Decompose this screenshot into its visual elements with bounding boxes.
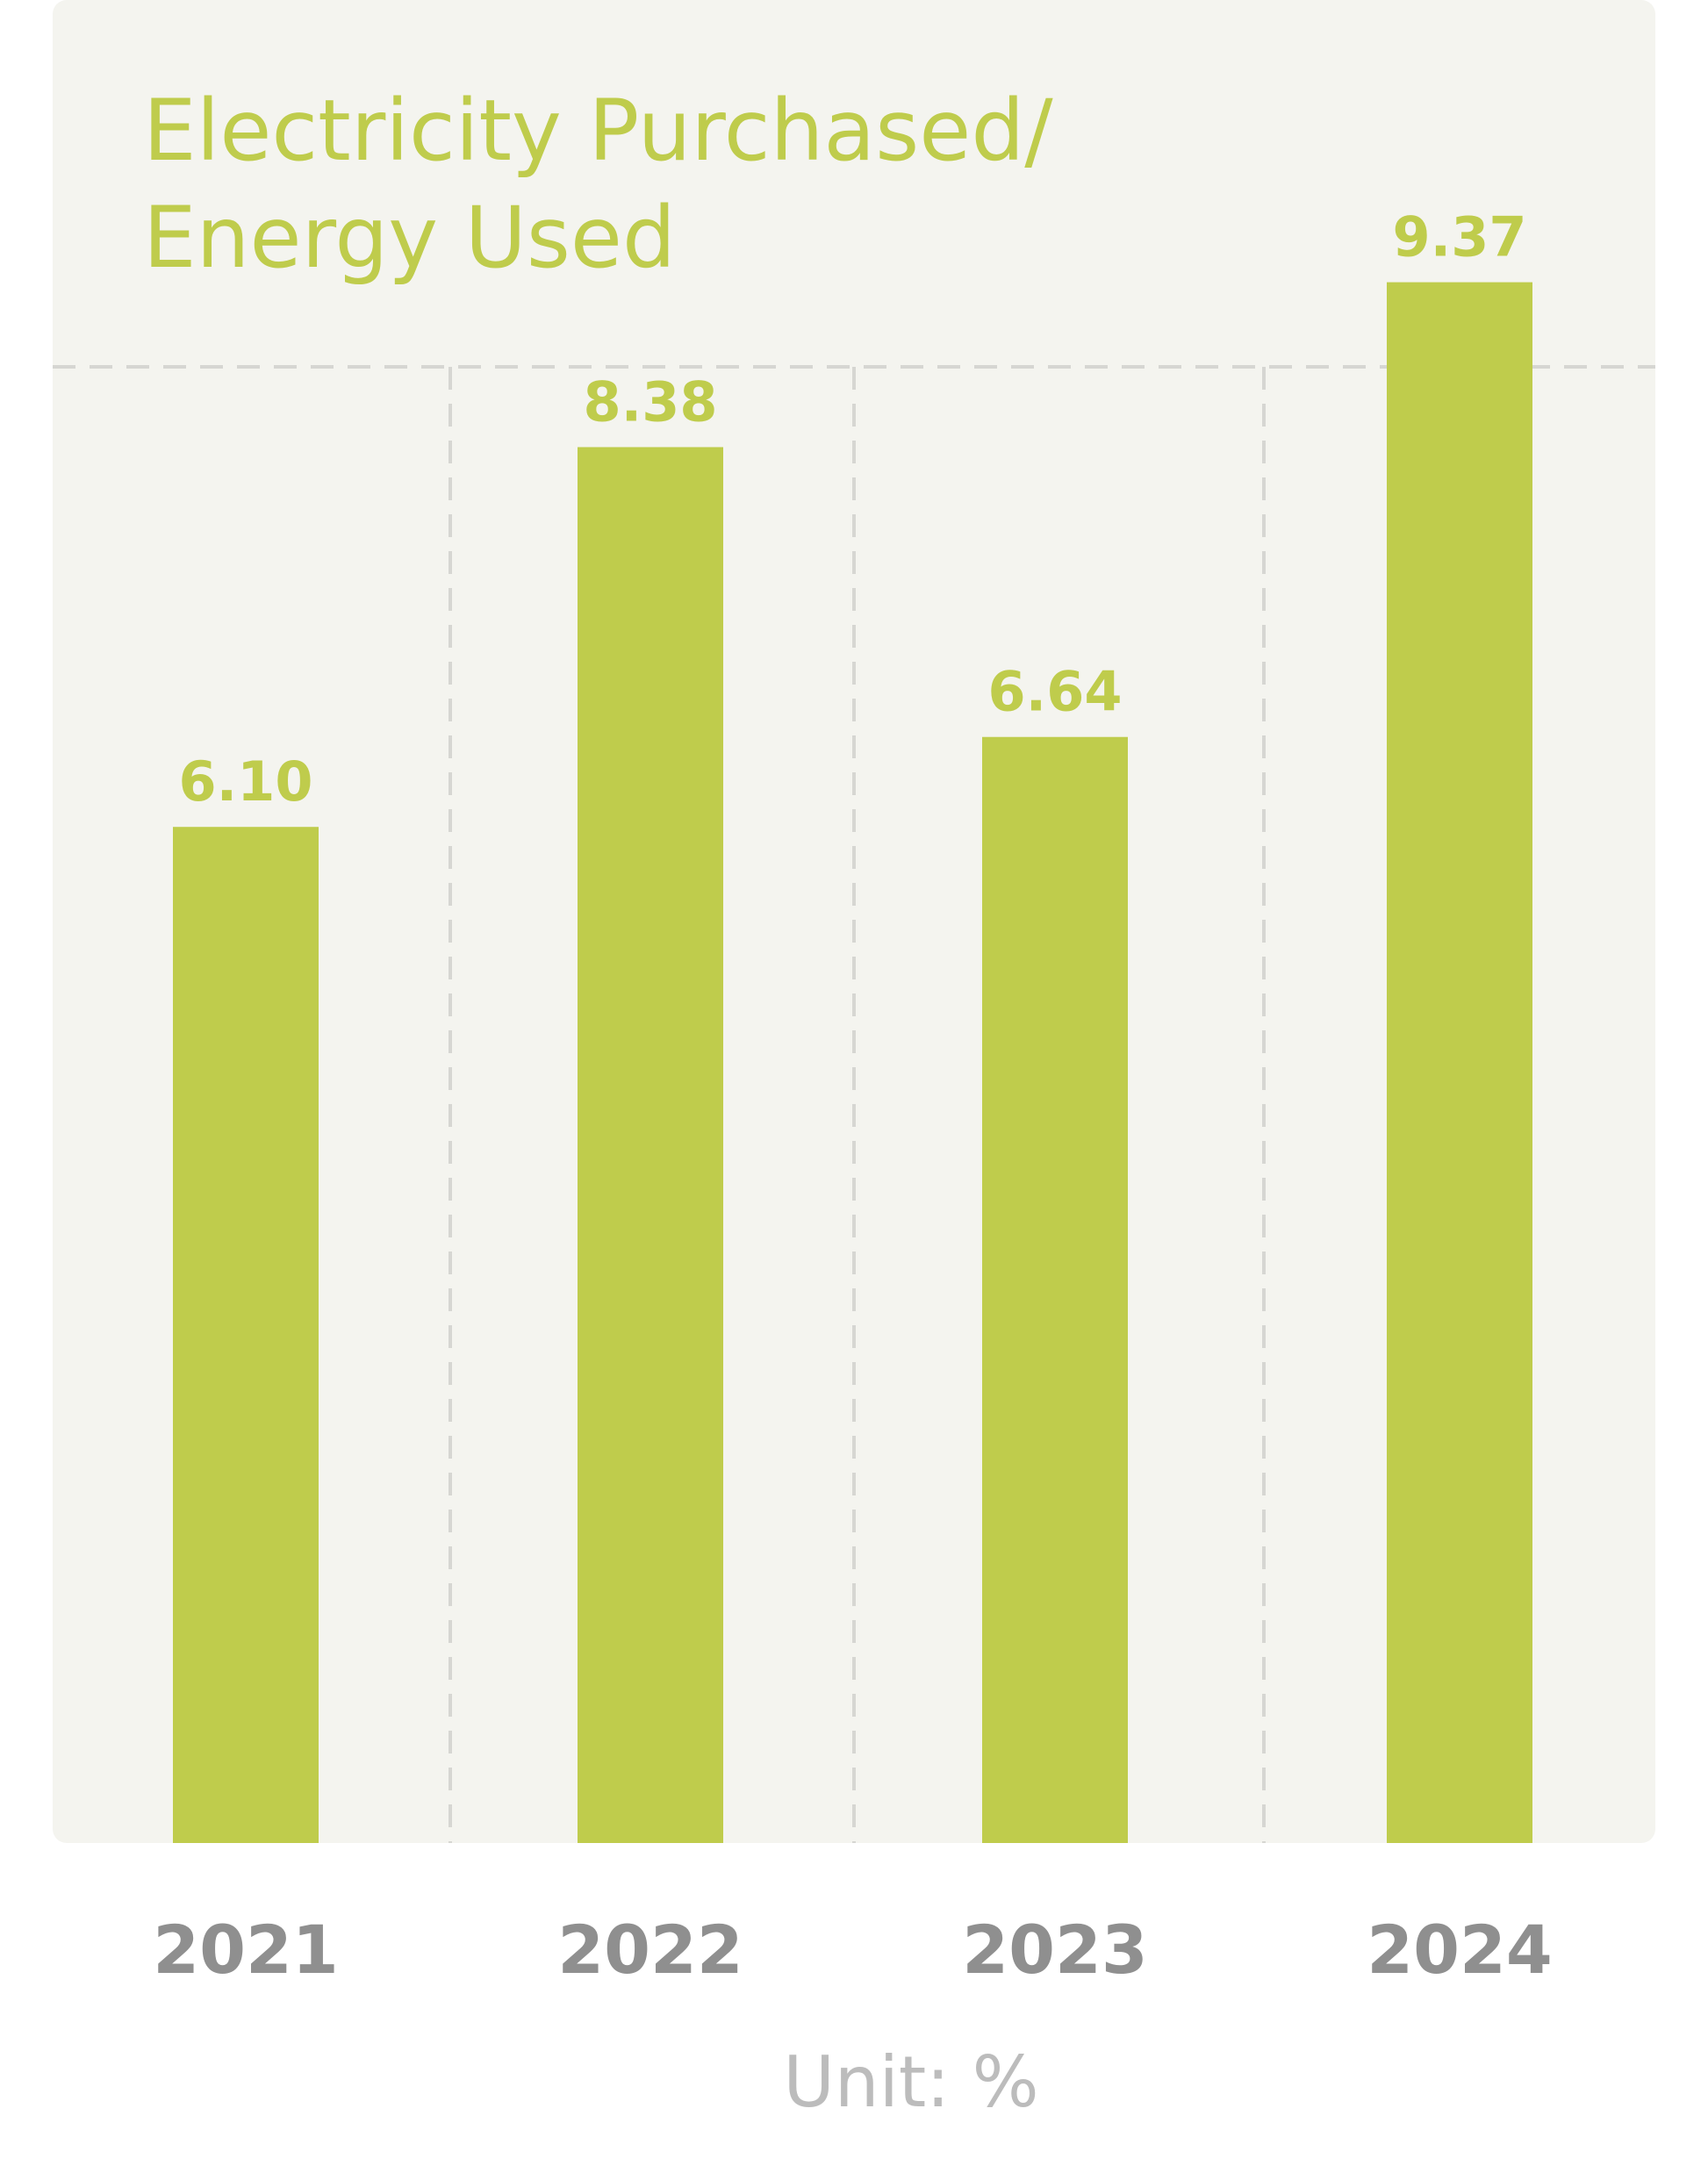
chart-title-line-1: Electricity Purchased/ (143, 82, 1053, 180)
unit-label: Unit: % (783, 2041, 1039, 2123)
bar-2022 (578, 447, 723, 1843)
value-label-2022: 8.38 (584, 369, 718, 434)
bar-2024 (1387, 282, 1532, 1844)
x-tick-label-2021: 2021 (153, 1911, 339, 1989)
bar-2021 (173, 827, 319, 1843)
x-tick-label-2024: 2024 (1367, 1911, 1553, 1989)
x-tick-label-2023: 2023 (962, 1911, 1148, 1989)
bars (173, 282, 1532, 1844)
chart-title: Electricity Purchased/ Energy Used (143, 77, 1053, 291)
value-label-2023: 6.64 (988, 660, 1123, 724)
value-label-2024: 9.37 (1393, 205, 1527, 269)
value-label-2021: 6.10 (179, 749, 313, 814)
x-axis-tick-labels: 2021 2022 2023 2024 (153, 1911, 1553, 1989)
bar-2023 (982, 736, 1128, 1843)
value-labels: 6.10 8.38 6.64 9.37 (179, 205, 1527, 814)
x-tick-label-2022: 2022 (557, 1911, 743, 1989)
chart-title-line-2: Energy Used (143, 189, 676, 287)
